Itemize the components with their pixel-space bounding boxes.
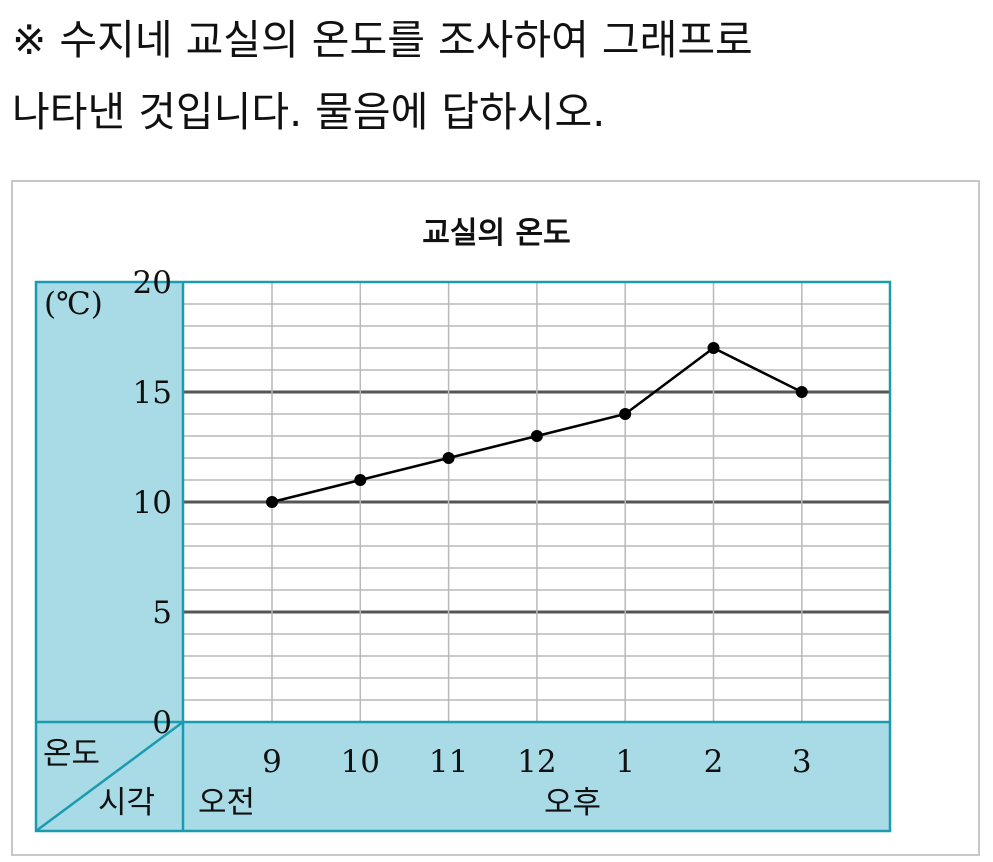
x-tick-label: 2 <box>704 744 724 780</box>
period-pm-label: 오후 <box>544 785 601 821</box>
data-point <box>707 342 720 354</box>
data-point <box>354 474 367 486</box>
header-diagonal <box>35 720 184 833</box>
x-tick-label: 11 <box>429 744 468 780</box>
x-axis-panel <box>36 722 890 831</box>
data-point <box>442 452 455 464</box>
data-point <box>619 408 632 420</box>
y-tick-label: 10 <box>133 485 172 521</box>
data-point <box>266 496 278 508</box>
y-tick-label: 5 <box>152 595 172 631</box>
question-line-2: 나타낸 것입니다. 물음에 답하시오. <box>12 88 606 136</box>
header-time-label: 시각 <box>98 785 155 821</box>
y-tick-label: 0 <box>152 705 172 741</box>
chart-frame <box>11 180 980 856</box>
question-line-1: ※ 수지네 교실의 온도를 조사하여 그래프로 <box>12 16 753 64</box>
x-tick-label: 1 <box>615 744 635 780</box>
x-tick-label: 10 <box>341 744 380 780</box>
x-tick-label: 9 <box>262 744 282 780</box>
y-tick-label: 20 <box>133 265 172 301</box>
x-tick-label: 3 <box>792 744 812 780</box>
question-text: ※ 수지네 교실의 온도를 조사하여 그래프로 나타낸 것입니다. 물음에 답하… <box>12 4 987 148</box>
data-point <box>530 430 543 442</box>
period-am-label: 오전 <box>198 785 255 821</box>
y-axis-panel <box>36 282 183 722</box>
unit-label: (℃) <box>44 286 103 322</box>
header-temperature-label: 온도 <box>43 736 100 772</box>
data-point <box>795 386 808 398</box>
chart-border <box>34 280 892 833</box>
y-tick-label: 15 <box>133 375 172 411</box>
x-tick-label: 12 <box>517 744 556 780</box>
chart-title: 교실의 온도 <box>422 216 571 251</box>
